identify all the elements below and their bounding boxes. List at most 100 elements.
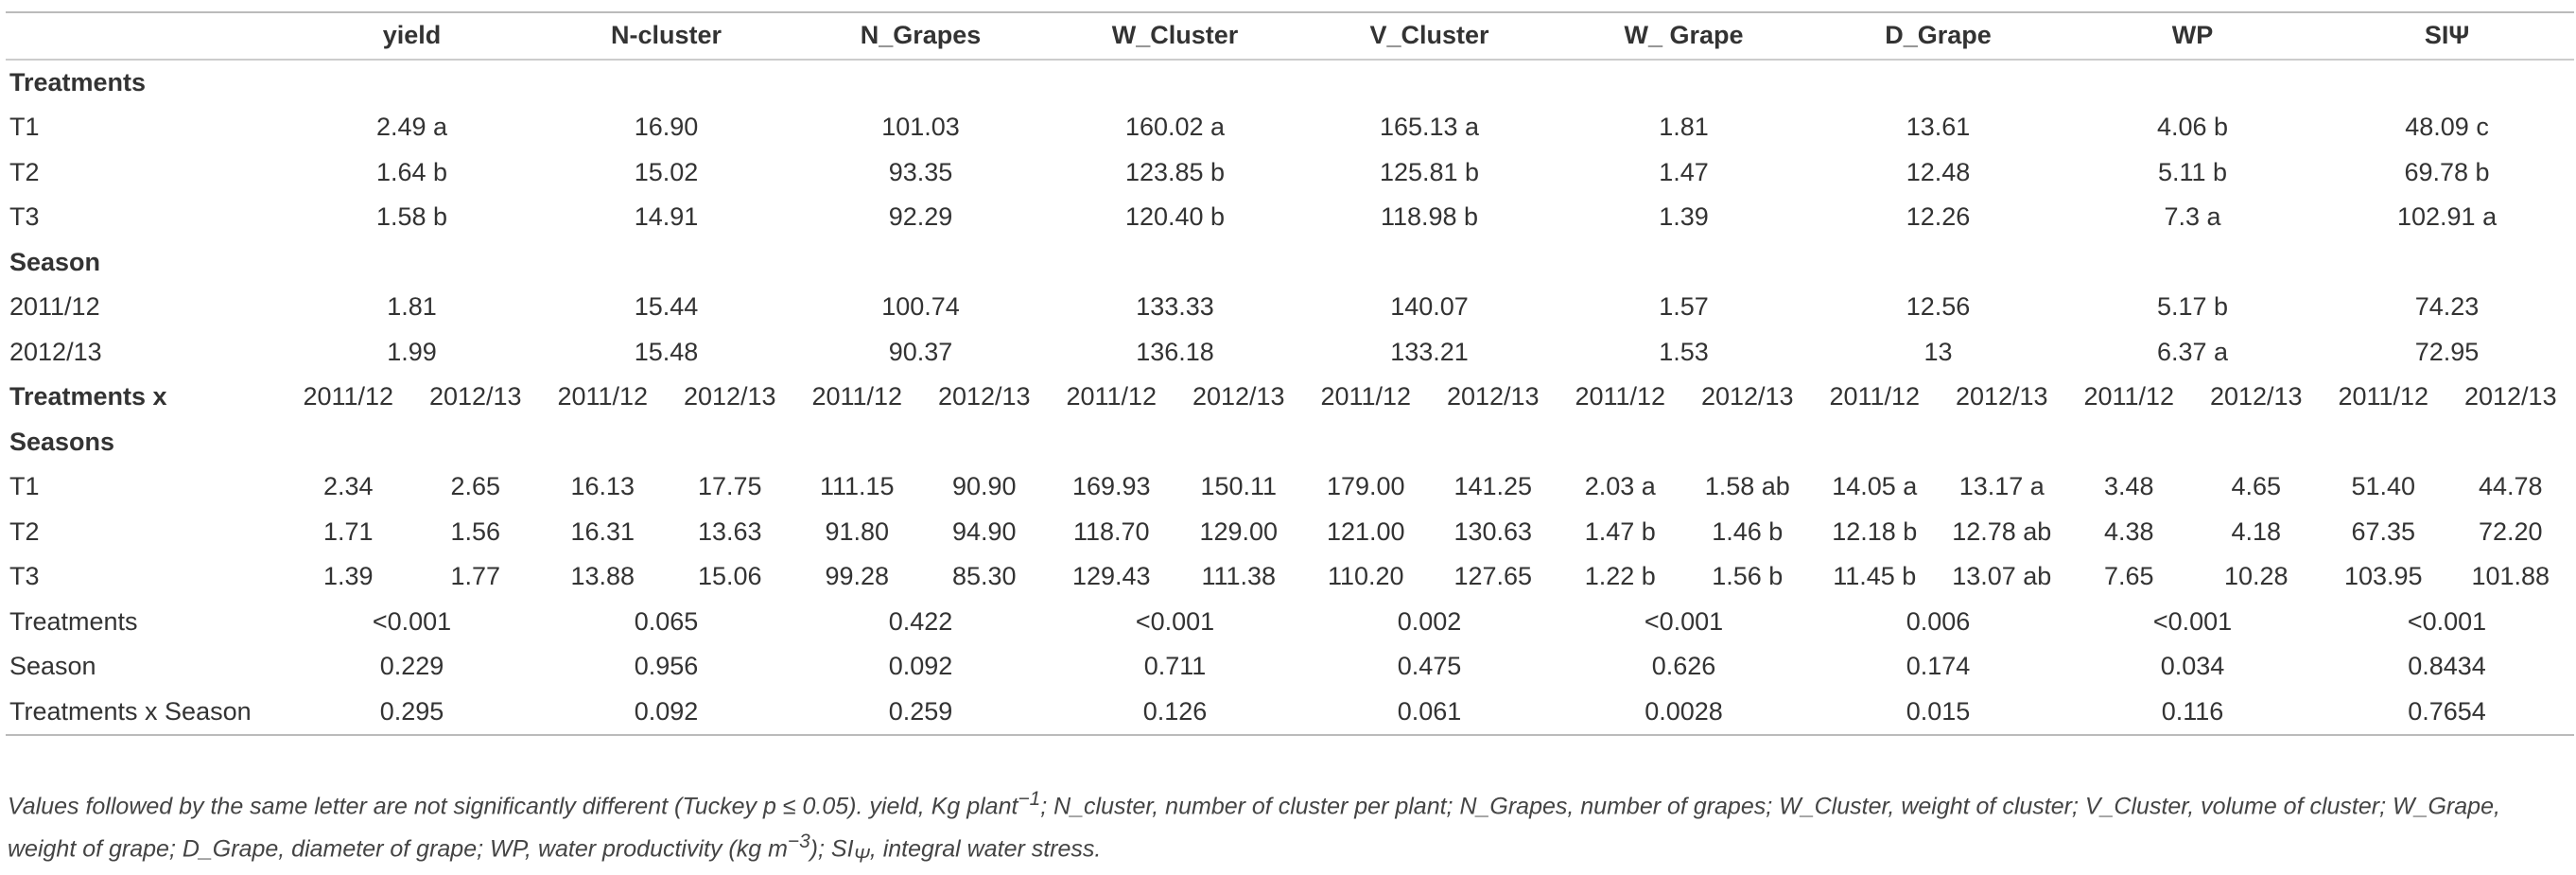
results-table: yield N-cluster N_Grapes W_Cluster V_Cluster… — [6, 11, 2575, 736]
data-cell: 120.40 b — [1124, 202, 1226, 232]
data-cell: 93.35 — [888, 157, 953, 186]
p-value: 0.295 — [285, 689, 539, 736]
data-cell: 100.74 — [881, 292, 960, 322]
data-cell: 1.22 b — [1584, 562, 1656, 591]
sub-header: 2012/13 — [428, 382, 522, 411]
section-title: Treatments x — [9, 382, 167, 411]
sub-header: 2011/12 — [2338, 382, 2429, 411]
sub-header: 2012/13 — [937, 382, 1031, 411]
table-row: Treatments <0.001 0.065 0.422 <0.001 0.002 <0.… — [6, 600, 2574, 645]
sub-header: 2011/12 — [1829, 382, 1921, 411]
data-cell: 13.63 — [697, 516, 762, 546]
data-cell: 5.17 b — [2156, 292, 2229, 322]
column-header: N-cluster — [539, 11, 793, 61]
footnote-sub: Ψ — [853, 845, 870, 867]
table-row: 2011/12 1.81 15.44 100.74 133.33 140.07 1.57 12… — [6, 285, 2574, 330]
corner-cell — [6, 11, 285, 61]
table-row: 2012/13 1.99 15.48 90.37 136.18 133.21 1.53 13 6… — [6, 330, 2574, 376]
data-cell: 1.39 — [1659, 202, 1709, 232]
section-title: Season — [9, 247, 101, 276]
table-row: T3 1.58 b 14.91 92.29 120.40 b 118.98 b 1.39 12… — [6, 195, 2574, 240]
data-cell: 7.65 — [2104, 562, 2154, 591]
p-value: 0.956 — [634, 652, 699, 681]
data-cell: 67.35 — [2351, 516, 2416, 546]
column-header: yield — [285, 11, 539, 61]
data-cell: 140.07 — [1390, 292, 1469, 322]
data-cell: 3.48 — [2104, 472, 2154, 501]
p-value: 0.092 — [888, 652, 953, 681]
sub-header: 2011/12 — [1320, 382, 1412, 411]
data-cell: 12.78 ab — [1952, 516, 2052, 546]
column-header: SIΨ — [2320, 11, 2575, 61]
row-label: T3 — [9, 562, 40, 591]
table-row: Treatments — [6, 60, 2574, 106]
sub-header: 2012/13 — [683, 382, 776, 411]
row-label: T1 — [9, 113, 40, 142]
data-cell: 102.91 a — [2396, 202, 2498, 232]
footnote-text: Values followed by the same letter are n… — [8, 793, 1018, 820]
table-row: Season — [6, 240, 2574, 286]
data-cell: 13.17 a — [1958, 472, 2045, 501]
data-cell: 1.71 — [322, 516, 374, 546]
data-cell: 1.39 — [322, 562, 374, 591]
data-cell: 103.95 — [2343, 562, 2423, 591]
p-value: 0.174 — [1906, 652, 1971, 681]
data-cell: 5.11 b — [2157, 157, 2228, 186]
data-cell: 12.48 — [1906, 157, 1971, 186]
table-row: Seasons — [6, 420, 2574, 465]
p-value: 0.065 — [634, 606, 699, 636]
row-label: 2011/12 — [9, 292, 100, 322]
data-cell: 1.56 — [450, 516, 501, 546]
data-cell: 7.3 a — [2164, 202, 2221, 232]
row-label: T3 — [9, 202, 40, 232]
data-cell: 90.37 — [888, 337, 953, 366]
table-row: T3 1.39 1.77 13.88 15.06 99.28 85.30 129.43 111.… — [6, 554, 2574, 600]
data-cell: 118.70 — [1072, 516, 1150, 546]
data-cell: 92.29 — [888, 202, 953, 232]
p-value: 0.711 — [1143, 652, 1207, 681]
data-cell: 44.78 — [2479, 472, 2543, 501]
data-cell: 15.48 — [634, 337, 699, 366]
data-cell: 14.91 — [634, 202, 699, 232]
section-title: Seasons — [9, 427, 115, 456]
data-cell: 12.26 — [1906, 202, 1971, 232]
sub-header: 2011/12 — [1575, 382, 1666, 411]
p-value: 0.034 — [2160, 652, 2225, 681]
data-cell: 15.02 — [634, 157, 699, 186]
p-value: 0.126 — [1048, 689, 1303, 736]
data-cell: 91.80 — [825, 516, 890, 546]
row-label: 2012/13 — [9, 337, 102, 366]
data-cell: 1.77 — [450, 562, 501, 591]
sub-header: 2012/13 — [1446, 382, 1540, 411]
column-header: N_Grapes — [793, 11, 1049, 61]
data-cell: 141.25 — [1453, 472, 1533, 501]
data-cell: 4.65 — [2231, 472, 2282, 501]
table-row: Treatments x 2011/12 2012/13 2011/12 2012/13… — [6, 375, 2574, 420]
table-row: T1 2.34 2.65 16.13 17.75 111.15 90.90 169.93 150… — [6, 464, 2574, 510]
data-cell: 1.58 ab — [1704, 472, 1790, 501]
p-value: 0.006 — [1906, 606, 1971, 636]
p-value: 0.002 — [1397, 606, 1462, 636]
footnote: Values followed by the same letter are n… — [8, 781, 2567, 875]
column-header: D_Grape — [1811, 11, 2066, 61]
data-cell: 1.64 b — [375, 157, 448, 186]
sub-header: 2011/12 — [2083, 382, 2175, 411]
data-cell: 130.63 — [1453, 516, 1533, 546]
table-row: T2 1.71 1.56 16.31 13.63 91.80 94.90 118.70 129.… — [6, 510, 2574, 555]
p-value: 0.092 — [539, 689, 793, 736]
data-cell: 14.05 a — [1832, 472, 1918, 501]
data-cell: 6.37 a — [2156, 337, 2229, 366]
column-header: W_ Grape — [1557, 11, 1812, 61]
row-label: Treatments — [9, 606, 138, 636]
row-label: Season — [9, 652, 96, 681]
p-value: 0.0028 — [1557, 689, 1812, 736]
data-cell: 1.81 — [387, 292, 437, 322]
data-cell: 1.57 — [1659, 292, 1709, 322]
data-cell: 12.56 — [1906, 292, 1971, 322]
data-cell: 69.78 b — [2404, 157, 2490, 186]
table-wrap: yield N-cluster N_Grapes W_Cluster V_Cluster… — [6, 11, 2575, 736]
row-label: Treatments x Season — [6, 689, 285, 736]
data-cell: 2.49 a — [375, 113, 448, 142]
data-cell: 13.07 ab — [1952, 562, 2052, 591]
data-cell: 16.90 — [634, 113, 699, 142]
